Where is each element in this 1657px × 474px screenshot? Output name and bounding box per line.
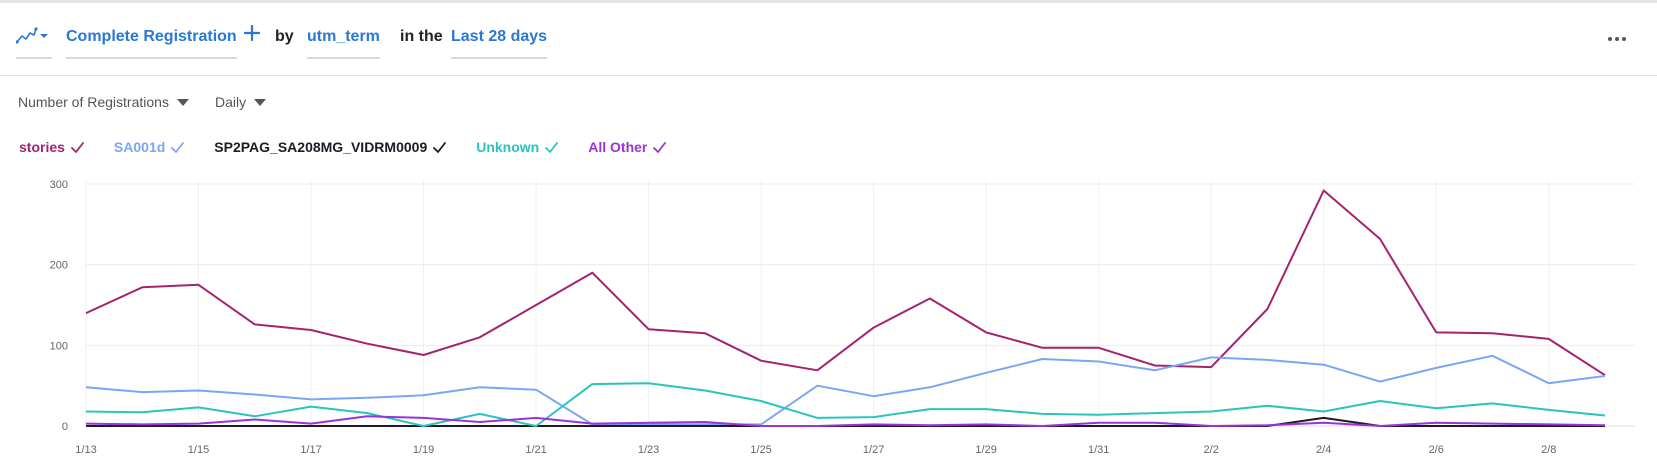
date-range-selector[interactable]: Last 28 days	[451, 27, 548, 59]
checkmark-icon	[545, 141, 559, 153]
event-selector[interactable]: Complete Registration	[66, 27, 237, 59]
y-tick-label: 100	[50, 340, 68, 352]
x-tick-label: 1/27	[863, 444, 884, 456]
y-tick-label: 200	[50, 260, 68, 272]
interval-dropdown[interactable]: Daily	[215, 94, 267, 110]
x-tick-label: 1/21	[525, 444, 546, 456]
event-label[interactable]: Complete Registration	[66, 28, 237, 45]
x-tick-label: 1/23	[638, 444, 659, 456]
x-tick-label: 1/19	[413, 444, 434, 456]
property-label[interactable]: utm_term	[307, 28, 380, 45]
query-bar: Complete Registration by utm_term in the…	[0, 3, 1657, 76]
checkmark-icon	[171, 141, 185, 153]
x-tick-label: 2/6	[1429, 444, 1444, 456]
caret-down-icon	[176, 98, 189, 106]
chart-legend: stories SA001d SP2PAG_SA208MG_VIDRM0009 Unk…	[19, 139, 696, 155]
interval-label: Daily	[215, 94, 247, 110]
x-tick-label: 1/17	[300, 444, 321, 456]
x-tick-label: 2/4	[1316, 444, 1331, 456]
in-the-label: in the	[400, 28, 443, 45]
x-tick-label: 1/15	[188, 444, 209, 456]
chart-type-selector[interactable]	[16, 27, 52, 59]
line-chart: 0 100 200 300 1/13 1/15 1/17 1/19 1/21 1/23 1/25 1/…	[50, 179, 1635, 456]
plus-icon	[244, 25, 260, 41]
legend-item-0[interactable]: stories	[19, 139, 84, 155]
checkmark-icon	[653, 141, 667, 153]
legend-label: Unknown	[476, 139, 540, 155]
date-range-label[interactable]: Last 28 days	[451, 28, 548, 45]
y-tick-label: 300	[50, 179, 68, 191]
metric-label: Number of Registrations	[18, 94, 169, 110]
legend-label: stories	[19, 139, 65, 155]
legend-item-2[interactable]: SP2PAG_SA208MG_VIDRM0009	[214, 139, 447, 155]
top-border	[0, 0, 1657, 3]
by-label: by	[275, 28, 294, 45]
breakdown-property-selector[interactable]: utm_term	[307, 27, 380, 59]
legend-label: SP2PAG_SA208MG_VIDRM0009	[214, 139, 428, 155]
line-chart-icon	[16, 27, 48, 44]
add-event-button[interactable]	[244, 25, 260, 57]
series-line-4[interactable]	[85, 415, 1606, 427]
checkmark-icon	[433, 141, 447, 153]
legend-label: SA001d	[113, 139, 166, 155]
x-tick-label: 1/29	[975, 444, 996, 456]
x-tick-label: 1/13	[75, 444, 96, 456]
metric-dropdown[interactable]: Number of Registrations	[18, 94, 189, 110]
chevron-down-icon	[40, 34, 48, 38]
legend-label: All Other	[588, 139, 648, 155]
x-tick-label: 1/31	[1088, 444, 1109, 456]
caret-down-icon	[254, 98, 267, 106]
legend-item-4[interactable]: All Other	[588, 139, 667, 155]
series-line-3[interactable]	[85, 382, 1606, 427]
legend-item-3[interactable]: Unknown	[476, 139, 559, 155]
x-tick-label: 2/8	[1541, 444, 1556, 456]
x-tick-label: 2/2	[1204, 444, 1219, 456]
series-line-0[interactable]	[85, 189, 1606, 377]
checkmark-icon	[71, 141, 84, 153]
series-line-1[interactable]	[85, 354, 1606, 426]
y-tick-label: 0	[62, 421, 68, 433]
legend-item-1[interactable]: SA001d	[113, 139, 185, 155]
more-options-icon[interactable]	[1608, 37, 1626, 41]
x-tick-label: 1/25	[750, 444, 771, 456]
